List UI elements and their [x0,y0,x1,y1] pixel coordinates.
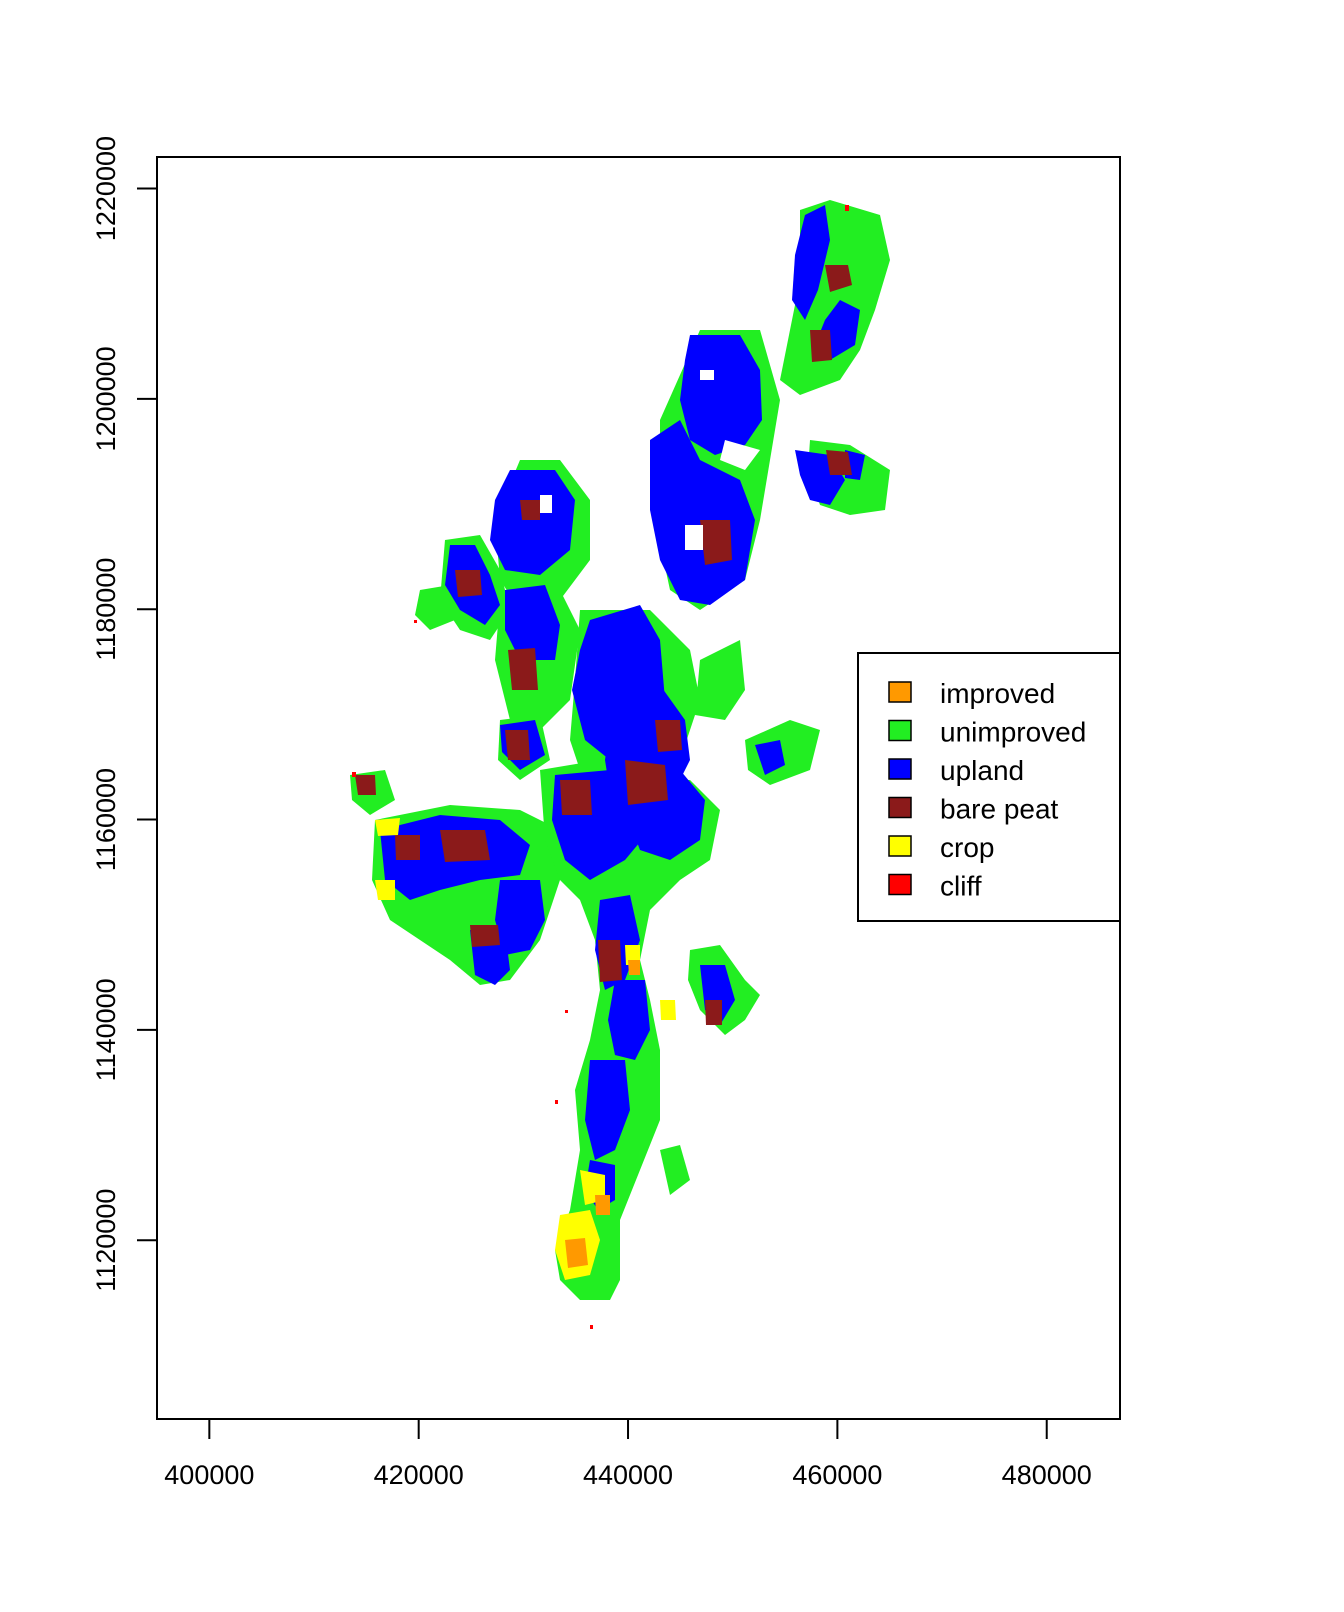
x-tick-label: 480000 [1002,1460,1092,1490]
legend-swatch [888,835,912,857]
legend-swatch [888,719,912,742]
x-tick-label: 440000 [583,1460,673,1490]
raster-gaps [540,370,760,550]
legend-swatch [888,796,912,819]
legend-label: bare peat [940,794,1059,825]
y-tick-label: 1220000 [91,136,121,241]
y-axis: 1120000 1140000 1160000 1180000 1200000 12200… [91,136,158,1292]
improved-areas [565,960,640,1268]
legend: improved unimproved upland bare peat crop cli… [857,652,1121,922]
y-tick-label: 1140000 [91,978,121,1081]
land-cover-raster [350,200,890,1329]
legend-label: upland [940,755,1024,786]
legend-swatch [888,873,912,896]
legend-label: improved [940,678,1055,709]
legend-label: cliff [940,871,982,902]
x-tick-label: 460000 [792,1460,882,1490]
y-tick-label: 1180000 [91,558,121,661]
legend-label: unimproved [940,717,1086,748]
y-tick-label: 1200000 [91,346,121,451]
x-tick-label: 420000 [374,1460,464,1490]
y-tick-label: 1120000 [91,1189,121,1292]
y-tick-label: 1160000 [91,768,121,871]
x-tick-label: 400000 [164,1460,254,1490]
x-axis: 400000 420000 440000 460000 480000 [164,1418,1092,1490]
cliff-areas [352,205,849,1329]
legend-swatch [888,681,912,703]
legend-swatch [888,758,912,780]
legend-label: crop [940,832,994,863]
bare-peat-areas [355,265,852,1025]
